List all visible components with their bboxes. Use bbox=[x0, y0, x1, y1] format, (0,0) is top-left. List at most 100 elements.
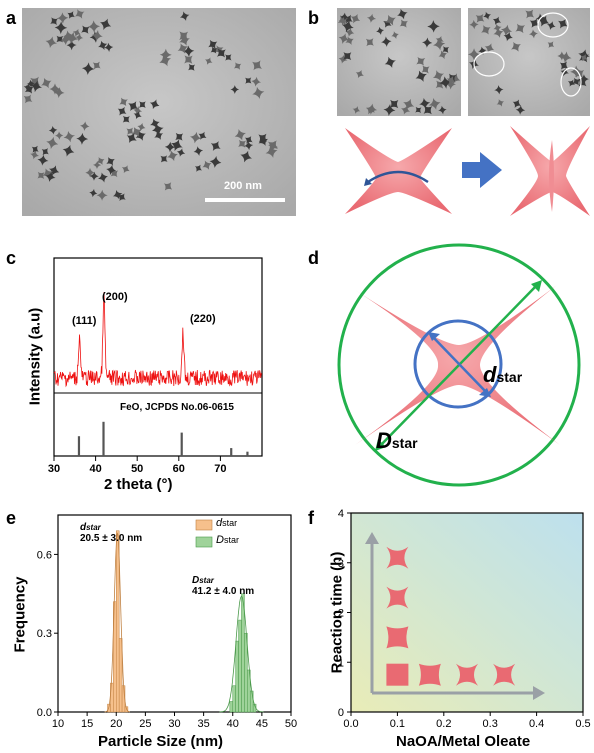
d-star-big-main: D bbox=[376, 428, 392, 453]
d-star-big-arrow bbox=[378, 283, 539, 448]
hist-y-axis-label: Frequency bbox=[11, 576, 29, 653]
d-star-small-main: d bbox=[483, 362, 497, 387]
phase-y-axis-label: Reaction time (h) bbox=[328, 551, 346, 674]
panel-label-a: a bbox=[6, 8, 17, 28]
legend-swatch-Dstar bbox=[195, 536, 213, 548]
x-tick-label: 30 bbox=[168, 718, 180, 730]
legend-dstar-main: d bbox=[216, 517, 223, 529]
phase-plot-area bbox=[350, 512, 584, 713]
annot-dstar-name: d bbox=[80, 522, 87, 533]
x-tick-label: 60 bbox=[173, 463, 185, 475]
legend-Dstar-sub: star bbox=[223, 535, 239, 545]
d-star-small-arrow bbox=[431, 335, 488, 394]
sem-image-b-left bbox=[335, 6, 463, 119]
highlight-circle bbox=[560, 67, 582, 97]
d-star-big-sub: star bbox=[391, 435, 418, 451]
fit-curve-dstar bbox=[104, 532, 130, 713]
fit-curve-Dstar bbox=[219, 595, 264, 713]
hist-bar-dstar bbox=[116, 530, 120, 713]
xrd-y-axis-label: Intensity (a.u) bbox=[26, 307, 44, 406]
hist-bars bbox=[107, 530, 257, 713]
hist-bar-Dstar bbox=[241, 593, 245, 713]
annot-Dstar-name: D bbox=[192, 575, 200, 586]
x-tick-label: 15 bbox=[81, 718, 93, 730]
xrd-series-line bbox=[53, 292, 263, 388]
star-particle-icon bbox=[386, 586, 409, 609]
hist-bar-Dstar bbox=[235, 640, 239, 713]
scale-bar bbox=[205, 198, 285, 202]
x-tick-label: 45 bbox=[256, 718, 268, 730]
x-tick-label: 0.2 bbox=[436, 718, 451, 730]
hist-x-axis-label: Particle Size (nm) bbox=[98, 733, 224, 750]
x-tick-label: 0.5 bbox=[575, 718, 590, 730]
reference-label: FeO, JCPDS No.06-0615 bbox=[120, 402, 234, 413]
hist-annot-Dstar: Dstar 41.2 ± 4.0 nm bbox=[192, 575, 254, 597]
hist-plot-area bbox=[57, 514, 292, 713]
x-tick-label: 25 bbox=[139, 718, 151, 730]
xrd-plot-area bbox=[53, 257, 263, 457]
sem-image-b-right bbox=[467, 6, 593, 116]
xrd-chart: 30 40 50 60 70 bbox=[48, 257, 263, 475]
star-particle-icon bbox=[456, 663, 478, 686]
x-tick-label: 30 bbox=[48, 463, 60, 475]
panel-label-e: e bbox=[6, 508, 17, 528]
reference-lines bbox=[77, 421, 249, 456]
annot-dstar-value: 20.5 ± 3.0 nm bbox=[80, 533, 143, 544]
highlight-circle bbox=[473, 51, 505, 77]
panel-label-d: d bbox=[308, 248, 319, 268]
transform-arrow-icon bbox=[462, 152, 502, 188]
star-geometry-diagram bbox=[337, 243, 581, 487]
legend-label-Dstar: Dstar bbox=[216, 534, 239, 546]
phase-x-axis-label: NaOA/Metal Oleate bbox=[396, 733, 531, 750]
concave-cube-particle-icon bbox=[386, 626, 409, 649]
x-tick-label: 10 bbox=[52, 718, 64, 730]
peak-label-111: (111) bbox=[72, 315, 97, 327]
panel-label-b: b bbox=[308, 8, 319, 28]
x-tick-label: 50 bbox=[285, 718, 297, 730]
d-star-small-sub: star bbox=[496, 369, 523, 385]
y-tick-label: 1 bbox=[338, 657, 344, 669]
y-tick-label: 0.0 bbox=[37, 707, 52, 719]
y-tick-label: 4 bbox=[338, 508, 344, 520]
histogram-chart: 10 15 20 25 30 35 40 45 50 0.0 0.3 0.6 bbox=[37, 514, 297, 730]
rotation-arrow bbox=[367, 170, 429, 183]
square-particle-icon bbox=[386, 663, 409, 686]
xrd-x-axis-label: 2 theta (°) bbox=[104, 476, 173, 493]
annot-Dstar-value: 41.2 ± 4.0 nm bbox=[192, 586, 255, 597]
y-tick-label: 0 bbox=[338, 707, 344, 719]
annot-dstar-sub: star bbox=[86, 523, 101, 532]
star-model-flat bbox=[345, 128, 452, 214]
legend-Dstar-main: D bbox=[216, 534, 224, 546]
x-tick-label: 20 bbox=[110, 718, 122, 730]
peak-label-200: (200) bbox=[102, 291, 128, 303]
concave-cube-particle-icon bbox=[418, 663, 441, 686]
legend-label-dstar: dstar bbox=[216, 517, 237, 529]
y-tick-label: 0.3 bbox=[37, 628, 52, 640]
annot-Dstar-sub: star bbox=[199, 576, 214, 585]
star-particle-icon bbox=[386, 546, 409, 569]
circumscribed-circle bbox=[337, 243, 581, 487]
x-tick-label: 40 bbox=[227, 718, 239, 730]
hist-bar-Dstar bbox=[229, 701, 233, 713]
star-model-3d bbox=[510, 126, 590, 216]
hist-bar-Dstar bbox=[232, 685, 236, 713]
x-tick-label: 50 bbox=[131, 463, 143, 475]
x-tick-label: 0.0 bbox=[343, 718, 358, 730]
x-tick-label: 70 bbox=[214, 463, 226, 475]
sem-image-a bbox=[20, 6, 296, 216]
hist-ticks: 10 15 20 25 30 35 40 45 50 0.0 0.3 0.6 bbox=[37, 549, 297, 730]
inscribed-circle bbox=[413, 319, 503, 409]
legend-swatch-dstar bbox=[195, 519, 213, 531]
y-tick-label: 3 bbox=[338, 558, 344, 570]
x-tick-label: 0.3 bbox=[483, 718, 498, 730]
morphology-markers bbox=[386, 546, 516, 686]
y-tick-label: 0.6 bbox=[37, 549, 52, 561]
x-tick-label: 40 bbox=[89, 463, 101, 475]
phase-diagram-chart: 0.0 0.1 0.2 0.3 0.4 0.5 0 1 2 3 4 bbox=[338, 508, 591, 730]
xrd-x-ticks: 30 40 50 60 70 bbox=[48, 456, 227, 475]
phase-ticks: 0.0 0.1 0.2 0.3 0.4 0.5 0 1 2 3 4 bbox=[338, 508, 591, 730]
hist-annot-dstar: dstar 20.5 ± 3.0 nm bbox=[80, 522, 142, 544]
d-star-small-label: dstar bbox=[483, 362, 522, 388]
x-tick-label: 0.4 bbox=[529, 718, 544, 730]
